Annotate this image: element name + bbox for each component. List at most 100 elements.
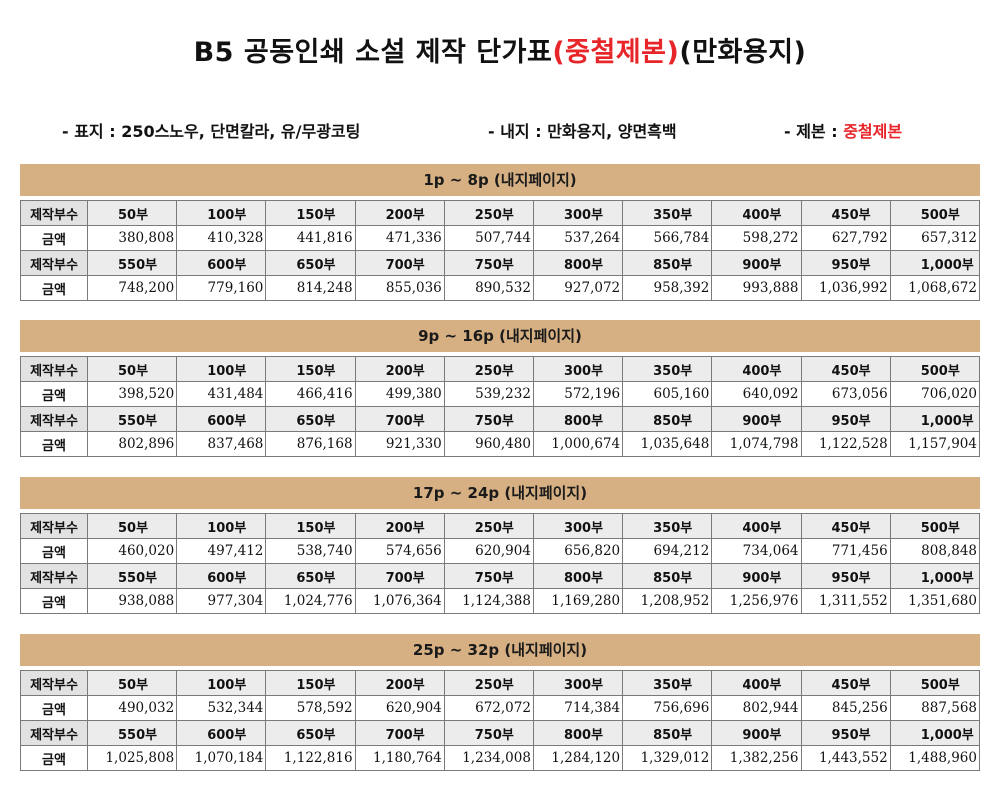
section-header: 25p ~ 32p (내지페이지) (20, 634, 980, 666)
amount-row: 금액 490,032 532,344 578,592 620,904 672,072 714… (20, 695, 981, 721)
price-cell: 1,124,388 (443, 588, 534, 614)
quantity-cell: 850부 (622, 250, 713, 276)
price-cell: 1,068,672 (889, 275, 981, 301)
spec-cover: - 표지 : 250스노우, 단면칼라, 유/무광코팅 (62, 118, 360, 142)
amount-row: 금액 398,520 431,484 466,416 499,380 539,232 572… (20, 381, 981, 407)
quantity-cell: 900부 (711, 406, 802, 432)
quantity-cell: 200부 (354, 200, 445, 226)
price-cell: 1,169,280 (532, 588, 624, 614)
quantity-cell: 400부 (711, 670, 802, 696)
quantity-cell: 900부 (711, 563, 802, 589)
amount-row: 금액 938,088 977,304 1,024,776 1,076,364 1,124,… (20, 588, 981, 614)
price-cell: 1,036,992 (800, 275, 891, 301)
quantity-cell: 800부 (532, 563, 624, 589)
amount-row: 금액 460,020 497,412 538,740 574,656 620,904 656… (20, 538, 981, 564)
quantity-cell: 50부 (86, 513, 178, 539)
quantity-cell: 600부 (176, 250, 267, 276)
price-cell: 1,076,364 (354, 588, 445, 614)
title-paper-highlight: (만화용지) (679, 37, 807, 68)
quantity-cell: 950부 (800, 720, 891, 746)
quantity-cell: 750부 (443, 250, 534, 276)
price-cell: 808,848 (889, 538, 981, 564)
price-section: 25p ~ 32p (내지페이지) 제작부수 50부 100부 150부 200부 250부… (20, 634, 981, 771)
spec-inner-text: - 내지 : 만화용지, 양면흑백 (488, 122, 677, 141)
quantity-row-label: 제작부수 (20, 720, 88, 746)
price-cell: 620,904 (354, 695, 445, 721)
amount-row-label: 금액 (20, 695, 88, 721)
quantity-row: 제작부수 50부 100부 150부 200부 250부 300부 350부 400부 450부 5… (20, 200, 981, 226)
price-cell: 802,896 (86, 431, 178, 457)
price-cell: 471,336 (354, 225, 445, 251)
price-cell: 507,744 (443, 225, 534, 251)
price-cell: 538,740 (265, 538, 356, 564)
price-cell: 441,816 (265, 225, 356, 251)
title-binding-highlight: (중철제본) (552, 37, 680, 68)
quantity-cell: 550부 (86, 720, 178, 746)
price-cell: 802,944 (711, 695, 802, 721)
quantity-cell: 250부 (443, 513, 534, 539)
price-cell: 855,036 (354, 275, 445, 301)
quantity-cell: 750부 (443, 406, 534, 432)
quantity-row: 제작부수 550부 600부 650부 700부 750부 800부 850부 900부 950부… (20, 720, 981, 746)
quantity-cell: 1,000부 (889, 250, 981, 276)
price-cell: 532,344 (176, 695, 267, 721)
amount-row: 금액 748,200 779,160 814,248 855,036 890,532 927… (20, 275, 981, 301)
price-cell: 1,122,816 (265, 745, 356, 771)
amount-row-label: 금액 (20, 745, 88, 771)
price-cell: 1,208,952 (622, 588, 713, 614)
quantity-cell: 300부 (532, 356, 624, 382)
quantity-row: 제작부수 550부 600부 650부 700부 750부 800부 850부 900부 950부… (20, 250, 981, 276)
price-cell: 539,232 (443, 381, 534, 407)
price-cell: 598,272 (711, 225, 802, 251)
price-cell: 605,160 (622, 381, 713, 407)
quantity-cell: 150부 (265, 356, 356, 382)
quantity-cell: 450부 (800, 200, 891, 226)
quantity-cell: 650부 (265, 406, 356, 432)
price-cell: 938,088 (86, 588, 178, 614)
amount-row-label: 금액 (20, 381, 88, 407)
quantity-cell: 200부 (354, 670, 445, 696)
price-cell: 1,488,960 (889, 745, 981, 771)
price-cell: 958,392 (622, 275, 713, 301)
page-title: B5 공동인쇄 소설 제작 단가표(중철제본)(만화용지) (0, 30, 1000, 69)
quantity-cell: 150부 (265, 513, 356, 539)
price-table: 제작부수 50부 100부 150부 200부 250부 300부 350부 400부 450부 5… (20, 356, 981, 457)
quantity-cell: 450부 (800, 356, 891, 382)
quantity-cell: 100부 (176, 670, 267, 696)
quantity-cell: 600부 (176, 720, 267, 746)
price-cell: 837,468 (176, 431, 267, 457)
quantity-row-label: 제작부수 (20, 356, 88, 382)
quantity-cell: 50부 (86, 356, 178, 382)
price-cell: 566,784 (622, 225, 713, 251)
quantity-cell: 850부 (622, 406, 713, 432)
price-table: 제작부수 50부 100부 150부 200부 250부 300부 350부 400부 450부 5… (20, 670, 981, 771)
price-cell: 756,696 (622, 695, 713, 721)
quantity-row-label: 제작부수 (20, 563, 88, 589)
price-cell: 1,000,674 (532, 431, 624, 457)
quantity-cell: 700부 (354, 563, 445, 589)
amount-row-label: 금액 (20, 431, 88, 457)
price-cell: 814,248 (265, 275, 356, 301)
quantity-cell: 950부 (800, 250, 891, 276)
price-cell: 771,456 (800, 538, 891, 564)
quantity-cell: 150부 (265, 670, 356, 696)
quantity-cell: 550부 (86, 250, 178, 276)
price-cell: 499,380 (354, 381, 445, 407)
quantity-cell: 550부 (86, 563, 178, 589)
quantity-cell: 400부 (711, 513, 802, 539)
quantity-cell: 800부 (532, 720, 624, 746)
quantity-cell: 300부 (532, 200, 624, 226)
quantity-cell: 750부 (443, 563, 534, 589)
quantity-cell: 950부 (800, 563, 891, 589)
price-cell: 578,592 (265, 695, 356, 721)
quantity-cell: 100부 (176, 200, 267, 226)
quantity-cell: 500부 (889, 200, 981, 226)
quantity-row: 제작부수 50부 100부 150부 200부 250부 300부 350부 400부 450부 5… (20, 356, 981, 382)
quantity-cell: 750부 (443, 720, 534, 746)
section-header: 9p ~ 16p (내지페이지) (20, 320, 980, 352)
price-cell: 876,168 (265, 431, 356, 457)
quantity-cell: 350부 (622, 513, 713, 539)
price-cell: 431,484 (176, 381, 267, 407)
quantity-cell: 850부 (622, 720, 713, 746)
quantity-cell: 950부 (800, 406, 891, 432)
